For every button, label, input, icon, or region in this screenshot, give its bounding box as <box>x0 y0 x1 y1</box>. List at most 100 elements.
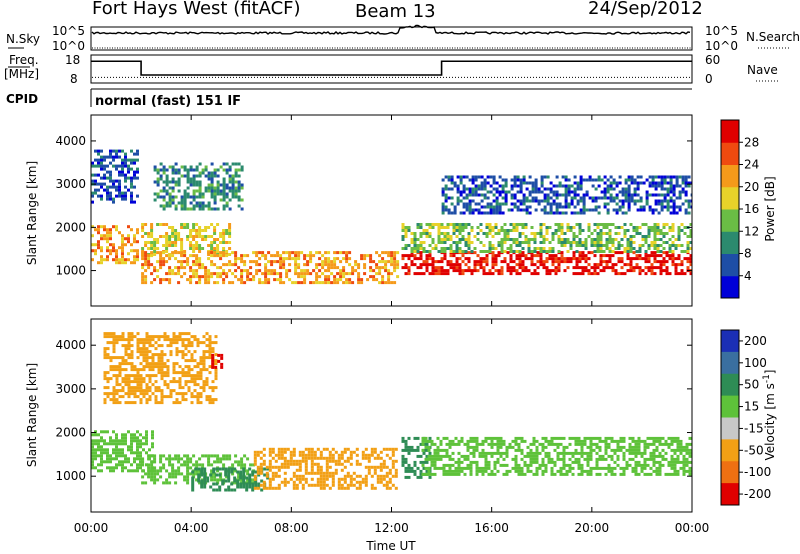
heatmap-cell <box>234 189 238 193</box>
heatmap-cell <box>181 392 185 396</box>
heatmap-cell <box>210 272 214 276</box>
heatmap-cell <box>204 235 208 238</box>
heatmap-cell <box>385 480 389 484</box>
heatmap-cell <box>687 205 691 209</box>
heatmap-cell <box>407 244 411 247</box>
heatmap-cell <box>579 211 583 215</box>
heatmap-cell <box>358 480 362 484</box>
heatmap-cell <box>100 176 103 180</box>
heatmap-cell <box>531 190 535 194</box>
heatmap-cell <box>192 235 196 238</box>
heatmap-cell <box>136 368 140 372</box>
heatmap-cell <box>542 241 546 244</box>
heatmap-cell <box>124 359 128 363</box>
heatmap-cell <box>483 211 487 215</box>
heatmap-cell <box>186 171 190 175</box>
heatmap-cell <box>404 266 408 270</box>
heatmap-cell <box>557 266 561 270</box>
heatmap-cell <box>243 269 247 273</box>
heatmap-cell <box>608 247 612 250</box>
heatmap-cell <box>168 198 172 202</box>
heatmap-cell <box>203 473 207 477</box>
heatmap-cell <box>171 457 175 461</box>
heatmap-cell <box>565 472 569 476</box>
heatmap-cell <box>91 243 94 247</box>
heatmap-cell <box>213 478 217 482</box>
heatmap-cell <box>228 207 232 211</box>
heatmap-cell <box>492 181 496 185</box>
heatmap-cell <box>109 173 112 177</box>
heatmap-cell <box>644 235 648 238</box>
heatmap-cell <box>579 178 583 182</box>
heatmap-cell <box>496 439 500 443</box>
heatmap-cell <box>303 269 307 273</box>
heatmap-cell <box>163 380 167 384</box>
heatmap-cell <box>204 269 208 273</box>
heatmap-cell <box>121 237 124 241</box>
heatmap-cell <box>478 469 482 473</box>
heatmap-cell <box>193 380 197 384</box>
heatmap-cell <box>474 178 478 182</box>
heatmap-cell <box>136 439 139 443</box>
heatmap-cell <box>452 241 456 244</box>
heatmap-cell <box>136 386 140 390</box>
heatmap-cell <box>421 436 425 440</box>
colorbar-tick-label: 100 <box>744 356 767 370</box>
heatmap-cell <box>630 181 634 185</box>
heatmap-cell <box>141 257 145 261</box>
heatmap-cell <box>162 278 166 282</box>
heatmap-cell <box>168 472 172 476</box>
heatmap-cell <box>585 193 589 197</box>
heatmap-cell <box>621 205 625 209</box>
heatmap-cell <box>121 261 124 265</box>
heatmap-cell <box>530 257 534 261</box>
heatmap-cell <box>541 457 545 461</box>
heatmap-cell <box>656 229 660 232</box>
heatmap-cell <box>560 254 564 258</box>
heatmap-cell <box>307 453 311 457</box>
colorbar-tick-label: 50 <box>744 378 759 392</box>
heatmap-cell <box>595 460 599 464</box>
heatmap-cell <box>183 174 187 178</box>
heatmap-cell <box>527 238 531 241</box>
heatmap-cell <box>387 272 391 276</box>
heatmap-cell <box>570 184 574 188</box>
heatmap-cell <box>485 226 489 229</box>
heatmap-cell <box>187 365 191 369</box>
heatmap-cell <box>666 181 670 185</box>
heatmap-cell <box>644 257 648 261</box>
heatmap-cell <box>391 474 395 478</box>
heatmap-cell <box>198 278 202 282</box>
heatmap-cell <box>448 457 452 461</box>
heatmap-cell <box>520 469 524 473</box>
heatmap-cell <box>394 474 398 478</box>
heatmap-cell <box>225 457 229 461</box>
heatmap-cell <box>159 174 163 178</box>
heatmap-cell <box>624 193 628 197</box>
heatmap-cell <box>436 448 440 452</box>
heatmap-cell <box>289 450 293 454</box>
heatmap-cell <box>198 275 202 279</box>
heatmap-cell <box>503 241 507 244</box>
heatmap-cell <box>162 251 166 255</box>
heatmap-cell <box>213 238 217 241</box>
heatmap-cell <box>168 165 172 169</box>
heatmap-cell <box>614 247 618 250</box>
heatmap-cell <box>413 232 417 235</box>
heatmap-cell <box>225 171 229 175</box>
heatmap-cell <box>686 241 690 244</box>
heatmap-cell <box>535 445 539 449</box>
heatmap-cell <box>573 196 577 200</box>
heatmap-cell <box>196 344 200 348</box>
heatmap-cell <box>545 266 549 270</box>
heatmap-cell <box>595 463 599 467</box>
heatmap-cell <box>645 199 649 203</box>
heatmap-cell <box>594 196 598 200</box>
heatmap-cell <box>505 445 509 449</box>
heatmap-cell <box>222 198 226 202</box>
heatmap-cell <box>367 471 371 475</box>
heatmap-cell <box>180 266 184 270</box>
heatmap-cell <box>449 235 453 238</box>
heatmap-cell <box>379 462 383 466</box>
heatmap-cell <box>445 469 449 473</box>
